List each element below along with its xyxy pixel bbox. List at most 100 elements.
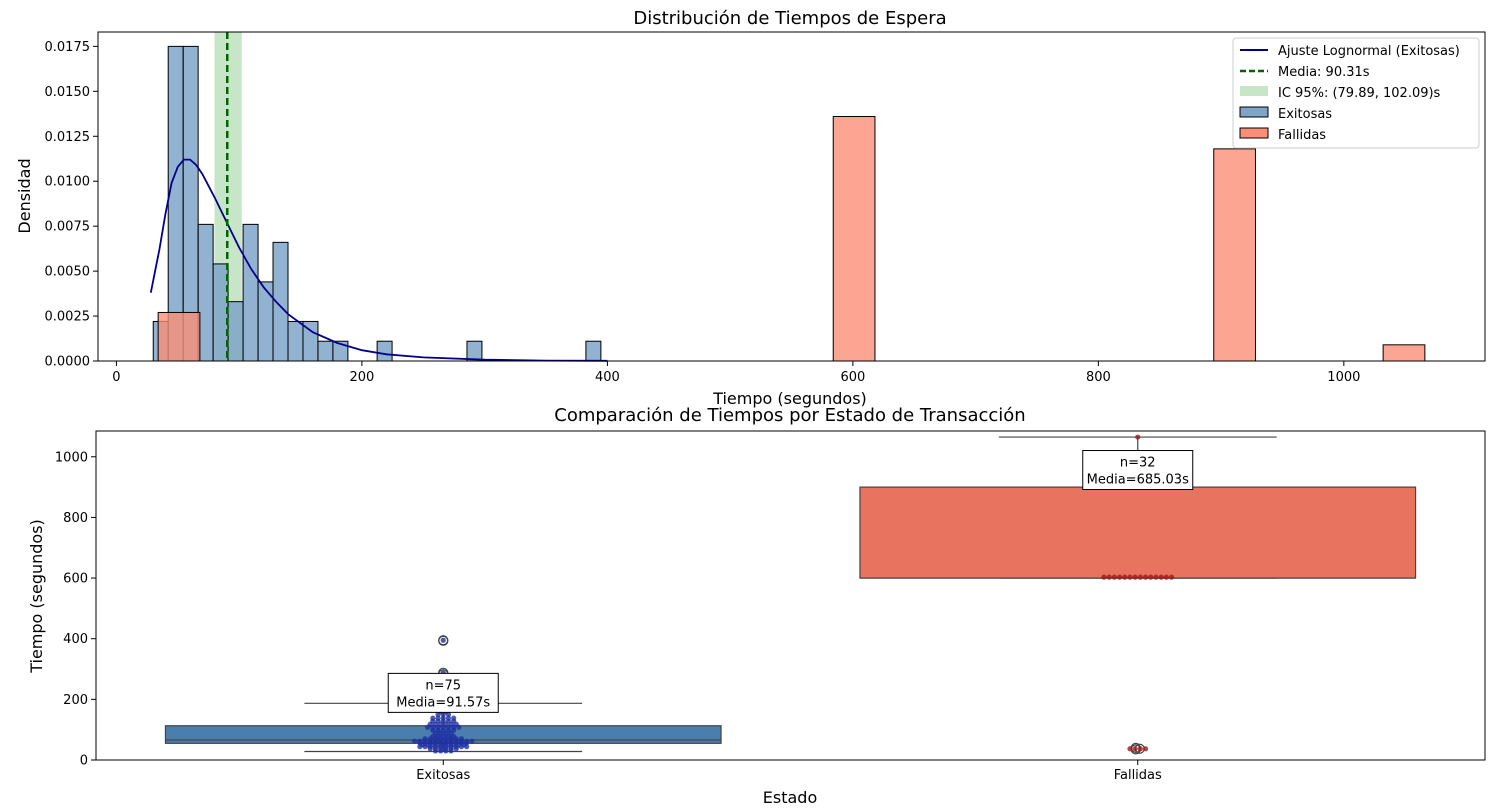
fallidas-swarm-point — [1132, 574, 1138, 580]
fallidas-swarm-point — [1127, 574, 1133, 580]
y-tick-label: 0.0125 — [45, 130, 91, 145]
histogram-x-axis-label: Tiempo (segundos) — [712, 389, 867, 408]
exitosas-bar-9 — [287, 320, 304, 362]
fallidas-swarm-point — [1148, 574, 1154, 580]
boxplot-annotations: n=75 Media=91.57s n=32 Media=685.03s — [387, 450, 1194, 713]
fallidas-swarm-point — [1106, 574, 1112, 580]
y-tick-label: 0.0150 — [45, 85, 91, 100]
x-tick-label: 1000 — [1327, 370, 1360, 385]
exitosas-swarm-point — [469, 738, 475, 744]
exitosas-bar-11 — [317, 340, 334, 362]
legend-exitosas-swatch — [1239, 106, 1269, 118]
exitosas-swarm-point — [445, 715, 452, 721]
x-tick-label: 800 — [1086, 370, 1111, 385]
boxplot-plot-area — [164, 434, 1417, 755]
y-tick-label: 1000 — [55, 450, 88, 465]
exitosas-swarm-point — [458, 736, 465, 742]
fallidas-swarm-point — [1142, 746, 1149, 752]
boxplot-frame — [95, 430, 1486, 761]
fallidas-swarm-point — [1158, 574, 1164, 580]
boxplot-y-axis-label: Tiempo (segundos) — [27, 519, 46, 674]
fallidas-swarm-point — [1168, 574, 1175, 580]
x-tick-label: 400 — [595, 370, 620, 385]
exitosas-swarm-point — [422, 736, 428, 742]
histogram-frame — [97, 31, 1486, 362]
y-tick-label: 0.0000 — [45, 355, 91, 370]
y-tick-label: 0.0175 — [45, 40, 91, 55]
y-tick-label: 0.0050 — [45, 265, 91, 280]
fallidas-annotation-box — [1082, 450, 1194, 491]
boxplot-x-axis-label: Estado — [763, 788, 817, 807]
x-tick-label: Fallidas — [1114, 768, 1162, 783]
exitosas-swarm-point — [435, 715, 441, 721]
fallidas-bar-3 — [1382, 344, 1426, 362]
fallidas-swarm-point — [1111, 574, 1117, 580]
fallidas-swarm-point — [1116, 574, 1123, 580]
histogram-panel: Distribución de Tiempos de Espera 0 200 40… — [15, 8, 1486, 408]
fallidas-bar-1 — [832, 115, 876, 362]
exitosas-swarm-point — [440, 715, 446, 721]
boxplot-title: Comparación de Tiempos por Estado de Tra… — [554, 405, 1025, 426]
lognormal-fit-line — [149, 158, 608, 362]
fallidas-swarm-point — [1153, 574, 1159, 580]
exitosas-annotation-mean: Media=91.57s — [396, 695, 490, 710]
exitosas-swarm-point — [430, 715, 436, 721]
legend-exitosas-label: Exitosas — [1278, 107, 1332, 122]
histogram-plot-area — [149, 32, 1426, 362]
exitosas-swarm-point — [417, 738, 423, 744]
fallidas-bar-0 — [157, 311, 201, 362]
y-tick-label: 400 — [63, 632, 88, 647]
exitosas-bar-7 — [257, 281, 274, 362]
exitosas-swarm-point — [451, 715, 457, 721]
fallidas-swarm-point — [1127, 746, 1133, 752]
histogram-title: Distribución de Tiempos de Espera — [633, 8, 946, 29]
fallidas-swarm-point — [1122, 574, 1128, 580]
legend-ci-swatch — [1240, 86, 1268, 96]
x-tick-label: 200 — [349, 370, 374, 385]
fallidas-bar-2 — [1213, 148, 1256, 362]
exitosas-annotation-box — [387, 672, 499, 713]
exitosas-bar-4 — [212, 263, 229, 362]
exitosas-swarm-point — [412, 738, 418, 744]
x-tick-label: Exitosas — [416, 768, 470, 783]
y-tick-label: 800 — [63, 511, 88, 526]
exitosas-outlier-3 — [438, 635, 449, 646]
legend-frame — [1232, 37, 1480, 149]
legend-fallidas-label: Fallidas — [1278, 128, 1326, 143]
histogram-y-axis-label: Densidad — [15, 158, 34, 233]
y-tick-label: 0 — [80, 754, 88, 769]
exitosas-bar-3 — [197, 223, 214, 362]
fallidas-box — [859, 486, 1417, 579]
legend-lognormal-label: Ajuste Lognormal (Exitosas) — [1278, 44, 1460, 59]
y-tick-label: 0.0075 — [45, 220, 91, 235]
fallidas-swarm-point — [1163, 574, 1169, 580]
exitosas-bar-14 — [466, 340, 483, 362]
fallidas-swarm-point — [1142, 574, 1149, 580]
exitosas-swarm-point — [440, 637, 446, 643]
y-tick-label: 0.0100 — [45, 175, 91, 190]
histogram-x-ticks: 0 200 400 600 800 1000 — [112, 361, 1360, 385]
x-tick-label: 0 — [112, 370, 120, 385]
fallidas-swarm-point — [1101, 574, 1107, 580]
boxplot-y-ticks: 0 200 400 600 800 1000 — [55, 450, 96, 769]
x-tick-label: 600 — [840, 370, 865, 385]
fallidas-swarm-point — [1135, 434, 1141, 440]
exitosas-annotation-n: n=75 — [425, 678, 461, 693]
y-tick-label: 600 — [63, 572, 88, 587]
fallidas-annotation-n: n=32 — [1120, 456, 1156, 471]
legend-ci-label: IC 95%: (79.89, 102.09)s — [1278, 86, 1441, 101]
exitosas-bar-15 — [585, 340, 602, 362]
y-tick-label: 0.0025 — [45, 310, 91, 325]
histogram-legend: Ajuste Lognormal (Exitosas) Media: 90.31… — [1232, 37, 1480, 149]
fallidas-swarm-point — [1137, 746, 1143, 752]
boxplot-panel: Comparación de Tiempos por Estado de Tra… — [27, 405, 1486, 807]
boxplot-x-ticks: Exitosas Fallidas — [416, 760, 1162, 783]
legend-fallidas-swatch — [1239, 127, 1269, 139]
exitosas-bar-6 — [242, 223, 259, 362]
fallidas-swarm-point — [1132, 746, 1138, 752]
legend-mean-label: Media: 90.31s — [1278, 65, 1370, 80]
exitosas-swarm-point — [464, 738, 470, 744]
fallidas-annotation-mean: Media=685.03s — [1087, 473, 1189, 488]
fallidas-swarm-point — [1137, 574, 1143, 580]
